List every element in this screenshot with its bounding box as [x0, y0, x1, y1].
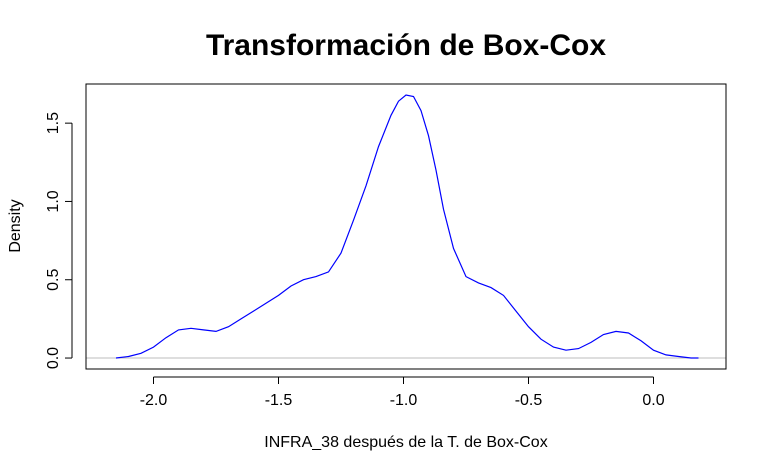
chart-title: Transformación de Box-Cox — [206, 29, 606, 62]
density-line — [115, 94, 699, 359]
y-tick-label: 0.0 — [45, 347, 62, 369]
x-tick-label: -1.5 — [265, 392, 293, 409]
x-tick-label: -2.0 — [140, 392, 168, 409]
y-tick-label: 0.5 — [45, 269, 62, 291]
x-tick-label: -0.5 — [515, 392, 543, 409]
plot-frame — [85, 83, 727, 370]
y-tick-label: 1.5 — [45, 112, 62, 134]
y-axis-label: Density — [7, 199, 24, 252]
x-tick-label: 0.0 — [642, 392, 664, 409]
y-tick-label: 1.0 — [45, 190, 62, 212]
x-axis-label: INFRA_38 después de la T. de Box-Cox — [264, 434, 547, 451]
x-tick-label: -1.0 — [390, 392, 418, 409]
plot-area: -2.0 -1.5 -1.0 -0.5 0.0 0.0 0.5 1.0 1.5 — [45, 83, 727, 409]
